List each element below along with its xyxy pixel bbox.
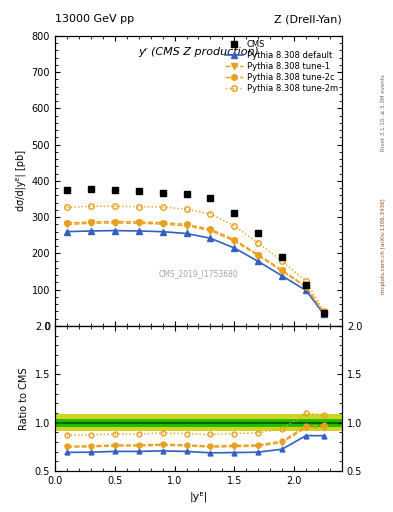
Pythia 8.308 default xyxy=(136,228,141,234)
Y-axis label: Ratio to CMS: Ratio to CMS xyxy=(19,367,29,430)
Pythia 8.308 tune-2m xyxy=(256,240,261,246)
Pythia 8.308 tune-1 xyxy=(184,223,189,229)
X-axis label: |yᴱ|: |yᴱ| xyxy=(189,492,208,502)
Pythia 8.308 tune-2m xyxy=(280,259,285,265)
Line: Pythia 8.308 tune-1: Pythia 8.308 tune-1 xyxy=(64,220,327,316)
Line: Pythia 8.308 tune-2m: Pythia 8.308 tune-2m xyxy=(64,203,327,314)
Pythia 8.308 tune-1 xyxy=(208,227,213,233)
Pythia 8.308 tune-2m xyxy=(88,203,93,209)
Pythia 8.308 tune-1 xyxy=(136,220,141,226)
Pythia 8.308 tune-1 xyxy=(160,221,165,227)
Pythia 8.308 tune-2c xyxy=(256,251,261,258)
CMS xyxy=(280,254,285,260)
Pythia 8.308 default xyxy=(112,227,117,233)
Pythia 8.308 tune-2m xyxy=(321,308,326,314)
Legend: CMS, Pythia 8.308 default, Pythia 8.308 tune-1, Pythia 8.308 tune-2c, Pythia 8.3: CMS, Pythia 8.308 default, Pythia 8.308 … xyxy=(223,38,340,95)
Pythia 8.308 default xyxy=(88,228,93,234)
Text: Z (Drell-Yan): Z (Drell-Yan) xyxy=(274,14,342,24)
Pythia 8.308 tune-2m xyxy=(64,204,69,210)
Text: yʳ (CMS Z production): yʳ (CMS Z production) xyxy=(138,48,259,57)
CMS xyxy=(208,195,213,201)
Pythia 8.308 default xyxy=(256,259,261,265)
Pythia 8.308 tune-1 xyxy=(304,284,309,290)
CMS xyxy=(232,210,237,216)
Text: CMS_2019_I1753680: CMS_2019_I1753680 xyxy=(159,269,238,278)
Line: Pythia 8.308 tune-2c: Pythia 8.308 tune-2c xyxy=(64,219,327,316)
CMS xyxy=(304,282,309,288)
Pythia 8.308 tune-2c xyxy=(280,267,285,273)
Pythia 8.308 tune-2c xyxy=(208,226,213,232)
Pythia 8.308 tune-2m xyxy=(184,206,189,212)
Pythia 8.308 tune-2c xyxy=(112,219,117,225)
Pythia 8.308 tune-2c xyxy=(160,220,165,226)
Pythia 8.308 tune-1 xyxy=(321,310,326,316)
CMS xyxy=(321,309,326,315)
Pythia 8.308 tune-2c xyxy=(304,283,309,289)
Pythia 8.308 default xyxy=(208,235,213,241)
Pythia 8.308 tune-1 xyxy=(64,221,69,227)
CMS xyxy=(136,187,141,194)
Pythia 8.308 tune-2c xyxy=(64,220,69,226)
Pythia 8.308 tune-1 xyxy=(112,220,117,226)
CMS xyxy=(160,190,165,196)
Pythia 8.308 tune-1 xyxy=(280,268,285,274)
Pythia 8.308 tune-2c xyxy=(232,237,237,243)
Pythia 8.308 tune-2m xyxy=(160,204,165,210)
Text: Rivet 3.1.10, ≥ 3.3M events: Rivet 3.1.10, ≥ 3.3M events xyxy=(381,74,386,151)
Line: CMS: CMS xyxy=(64,186,327,316)
Y-axis label: dσ/d|yᴱ| [pb]: dσ/d|yᴱ| [pb] xyxy=(16,151,26,211)
Text: mcplots.cern.ch [arXiv:1306.3436]: mcplots.cern.ch [arXiv:1306.3436] xyxy=(381,198,386,293)
CMS xyxy=(184,191,189,198)
Pythia 8.308 tune-2c xyxy=(88,219,93,225)
CMS xyxy=(88,186,93,193)
Pythia 8.308 default xyxy=(280,273,285,279)
Pythia 8.308 tune-2m xyxy=(304,278,309,284)
Pythia 8.308 tune-1 xyxy=(256,252,261,259)
CMS xyxy=(64,187,69,193)
Line: Pythia 8.308 default: Pythia 8.308 default xyxy=(64,228,327,317)
CMS xyxy=(112,187,117,194)
Pythia 8.308 default xyxy=(64,228,69,234)
Pythia 8.308 tune-2c xyxy=(136,219,141,225)
Bar xyxy=(55,419,342,426)
Bar xyxy=(55,414,342,432)
Text: 13000 GeV pp: 13000 GeV pp xyxy=(55,14,134,24)
Pythia 8.308 tune-1 xyxy=(88,220,93,226)
Pythia 8.308 tune-2m xyxy=(112,203,117,209)
CMS xyxy=(256,230,261,236)
Pythia 8.308 default xyxy=(304,287,309,293)
Pythia 8.308 default xyxy=(184,230,189,237)
Pythia 8.308 default xyxy=(160,228,165,234)
Pythia 8.308 tune-2m xyxy=(208,211,213,217)
Pythia 8.308 tune-2m xyxy=(232,223,237,229)
Pythia 8.308 tune-2c xyxy=(321,310,326,316)
Pythia 8.308 tune-2m xyxy=(136,204,141,210)
Pythia 8.308 tune-1 xyxy=(232,238,237,244)
Pythia 8.308 default xyxy=(232,245,237,251)
Pythia 8.308 default xyxy=(321,311,326,317)
Pythia 8.308 tune-2c xyxy=(184,221,189,227)
